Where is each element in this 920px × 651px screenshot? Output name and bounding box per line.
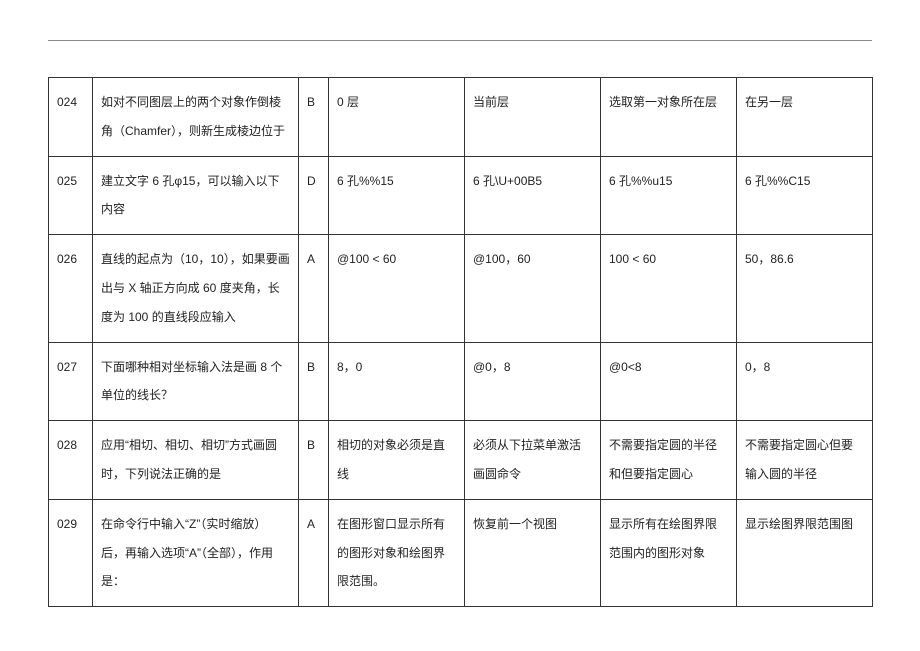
cell-option-b: @0，8 [465,342,601,421]
cell-option-b: 6 孔\U+00B5 [465,156,601,235]
cell-answer: D [299,156,329,235]
cell-option-b: 必须从下拉菜单激活画圆命令 [465,421,601,500]
cell-option-b: @100，60 [465,235,601,342]
cell-option-d: 不需要指定圆心但要输入圆的半径 [737,421,873,500]
cell-question: 建立文字 6 孔φ15，可以输入以下内容 [93,156,299,235]
question-table: 024如对不同图层上的两个对象作倒棱角（Chamfer），则新生成棱边位于B0 … [48,77,873,607]
table-row: 025建立文字 6 孔φ15，可以输入以下内容D6 孔%%156 孔\U+00B… [49,156,873,235]
cell-option-b: 恢复前一个视图 [465,499,601,606]
cell-option-c: 不需要指定圆的半径和但要指定圆心 [601,421,737,500]
cell-option-a: @100 < 60 [329,235,465,342]
table-row: 024如对不同图层上的两个对象作倒棱角（Chamfer），则新生成棱边位于B0 … [49,78,873,157]
table-row: 028应用“相切、相切、相切”方式画圆时，下列说法正确的是B相切的对象必须是直线… [49,421,873,500]
cell-answer: A [299,499,329,606]
cell-option-a: 0 层 [329,78,465,157]
cell-option-d: 显示绘图界限范围图 [737,499,873,606]
cell-option-c: 选取第一对象所在层 [601,78,737,157]
cell-id: 024 [49,78,93,157]
cell-option-a: 8，0 [329,342,465,421]
table-row: 027下面哪种相对坐标输入法是画 8 个单位的线长？B8，0@0，8@0<80，… [49,342,873,421]
cell-question: 下面哪种相对坐标输入法是画 8 个单位的线长？ [93,342,299,421]
cell-id: 026 [49,235,93,342]
cell-option-a: 6 孔%%15 [329,156,465,235]
cell-option-c: 显示所有在绘图界限范围内的图形对象 [601,499,737,606]
cell-option-a: 在图形窗口显示所有的图形对象和绘图界限范围。 [329,499,465,606]
cell-id: 029 [49,499,93,606]
page-top-rule [48,40,872,41]
cell-option-d: 0，8 [737,342,873,421]
cell-option-c: @0<8 [601,342,737,421]
cell-question: 在命令行中输入“Z”（实时缩放）后，再输入选项“A”（全部），作用是： [93,499,299,606]
cell-option-b: 当前层 [465,78,601,157]
cell-option-a: 相切的对象必须是直线 [329,421,465,500]
cell-answer: A [299,235,329,342]
cell-question: 如对不同图层上的两个对象作倒棱角（Chamfer），则新生成棱边位于 [93,78,299,157]
cell-question: 应用“相切、相切、相切”方式画圆时，下列说法正确的是 [93,421,299,500]
cell-option-d: 50，86.6 [737,235,873,342]
cell-option-c: 100 < 60 [601,235,737,342]
cell-option-d: 在另一层 [737,78,873,157]
cell-question: 直线的起点为（10，10），如果要画出与 X 轴正方向成 60 度夹角，长度为 … [93,235,299,342]
table-row: 029在命令行中输入“Z”（实时缩放）后，再输入选项“A”（全部），作用是：A在… [49,499,873,606]
cell-id: 025 [49,156,93,235]
table-row: 026直线的起点为（10，10），如果要画出与 X 轴正方向成 60 度夹角，长… [49,235,873,342]
cell-answer: B [299,342,329,421]
cell-option-d: 6 孔%%C15 [737,156,873,235]
cell-answer: B [299,421,329,500]
cell-option-c: 6 孔%%u15 [601,156,737,235]
cell-answer: B [299,78,329,157]
cell-id: 027 [49,342,93,421]
cell-id: 028 [49,421,93,500]
